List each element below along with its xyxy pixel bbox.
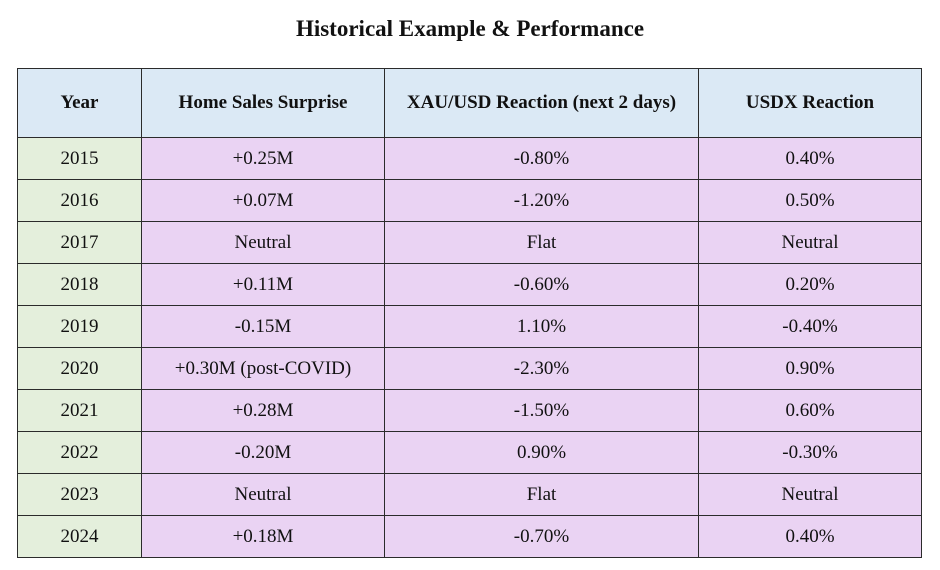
xau-usd-reaction-cell: -2.30% — [384, 347, 699, 390]
year-cell: 2016 — [17, 179, 142, 222]
table-row: 2021 +0.28M -1.50% 0.60% — [17, 389, 922, 432]
usdx-reaction-cell: -0.40% — [698, 305, 922, 348]
table-row: 2020 +0.30M (post-COVID) -2.30% 0.90% — [17, 347, 922, 390]
usdx-reaction-cell: 0.20% — [698, 263, 922, 306]
home-sales-surprise-cell: +0.25M — [141, 137, 385, 180]
performance-table: Year Home Sales Surprise XAU/USD Reactio… — [17, 68, 922, 558]
usdx-reaction-cell: Neutral — [698, 473, 922, 516]
home-sales-surprise-cell: +0.18M — [141, 515, 385, 558]
year-cell: 2023 — [17, 473, 142, 516]
xau-usd-reaction-cell: -0.70% — [384, 515, 699, 558]
home-sales-surprise-cell: -0.20M — [141, 431, 385, 474]
home-sales-surprise-cell: +0.30M (post-COVID) — [141, 347, 385, 390]
table-row: 2022 -0.20M 0.90% -0.30% — [17, 431, 922, 474]
year-cell: 2021 — [17, 389, 142, 432]
usdx-reaction-cell: -0.30% — [698, 431, 922, 474]
usdx-reaction-cell: 0.90% — [698, 347, 922, 390]
year-cell: 2024 — [17, 515, 142, 558]
year-cell: 2020 — [17, 347, 142, 390]
xau-usd-reaction-cell: Flat — [384, 473, 699, 516]
year-cell: 2019 — [17, 305, 142, 348]
usdx-reaction-cell: 0.40% — [698, 137, 922, 180]
header-usdx-reaction: USDX Reaction — [698, 68, 922, 138]
home-sales-surprise-cell: -0.15M — [141, 305, 385, 348]
usdx-reaction-cell: 0.50% — [698, 179, 922, 222]
home-sales-surprise-cell: +0.07M — [141, 179, 385, 222]
table-row: 2015 +0.25M -0.80% 0.40% — [17, 137, 922, 180]
xau-usd-reaction-cell: 1.10% — [384, 305, 699, 348]
xau-usd-reaction-cell: -0.80% — [384, 137, 699, 180]
year-cell: 2017 — [17, 221, 142, 264]
page-title: Historical Example & Performance — [295, 16, 645, 41]
xau-usd-reaction-cell: -1.50% — [384, 389, 699, 432]
year-cell: 2022 — [17, 431, 142, 474]
usdx-reaction-cell: Neutral — [698, 221, 922, 264]
xau-usd-reaction-cell: -0.60% — [384, 263, 699, 306]
home-sales-surprise-cell: +0.28M — [141, 389, 385, 432]
table-row: 2018 +0.11M -0.60% 0.20% — [17, 263, 922, 306]
header-year: Year — [17, 68, 142, 138]
home-sales-surprise-cell: Neutral — [141, 221, 385, 264]
table-header: Year Home Sales Surprise XAU/USD Reactio… — [17, 68, 922, 138]
usdx-reaction-cell: 0.60% — [698, 389, 922, 432]
table-row: 2023 Neutral Flat Neutral — [17, 473, 922, 516]
header-home-sales-surprise: Home Sales Surprise — [141, 68, 385, 138]
header-xau-usd-reaction: XAU/USD Reaction (next 2 days) — [384, 68, 699, 138]
xau-usd-reaction-cell: Flat — [384, 221, 699, 264]
year-cell: 2018 — [17, 263, 142, 306]
table-row: 2019 -0.15M 1.10% -0.40% — [17, 305, 922, 348]
home-sales-surprise-cell: +0.11M — [141, 263, 385, 306]
table-body: 2015 +0.25M -0.80% 0.40% 2016 +0.07M -1.… — [17, 137, 922, 558]
header-row: Year Home Sales Surprise XAU/USD Reactio… — [17, 68, 922, 138]
home-sales-surprise-cell: Neutral — [141, 473, 385, 516]
table-row: 2017 Neutral Flat Neutral — [17, 221, 922, 264]
table-row: 2024 +0.18M -0.70% 0.40% — [17, 515, 922, 558]
usdx-reaction-cell: 0.40% — [698, 515, 922, 558]
xau-usd-reaction-cell: -1.20% — [384, 179, 699, 222]
xau-usd-reaction-cell: 0.90% — [384, 431, 699, 474]
year-cell: 2015 — [17, 137, 142, 180]
table-row: 2016 +0.07M -1.20% 0.50% — [17, 179, 922, 222]
